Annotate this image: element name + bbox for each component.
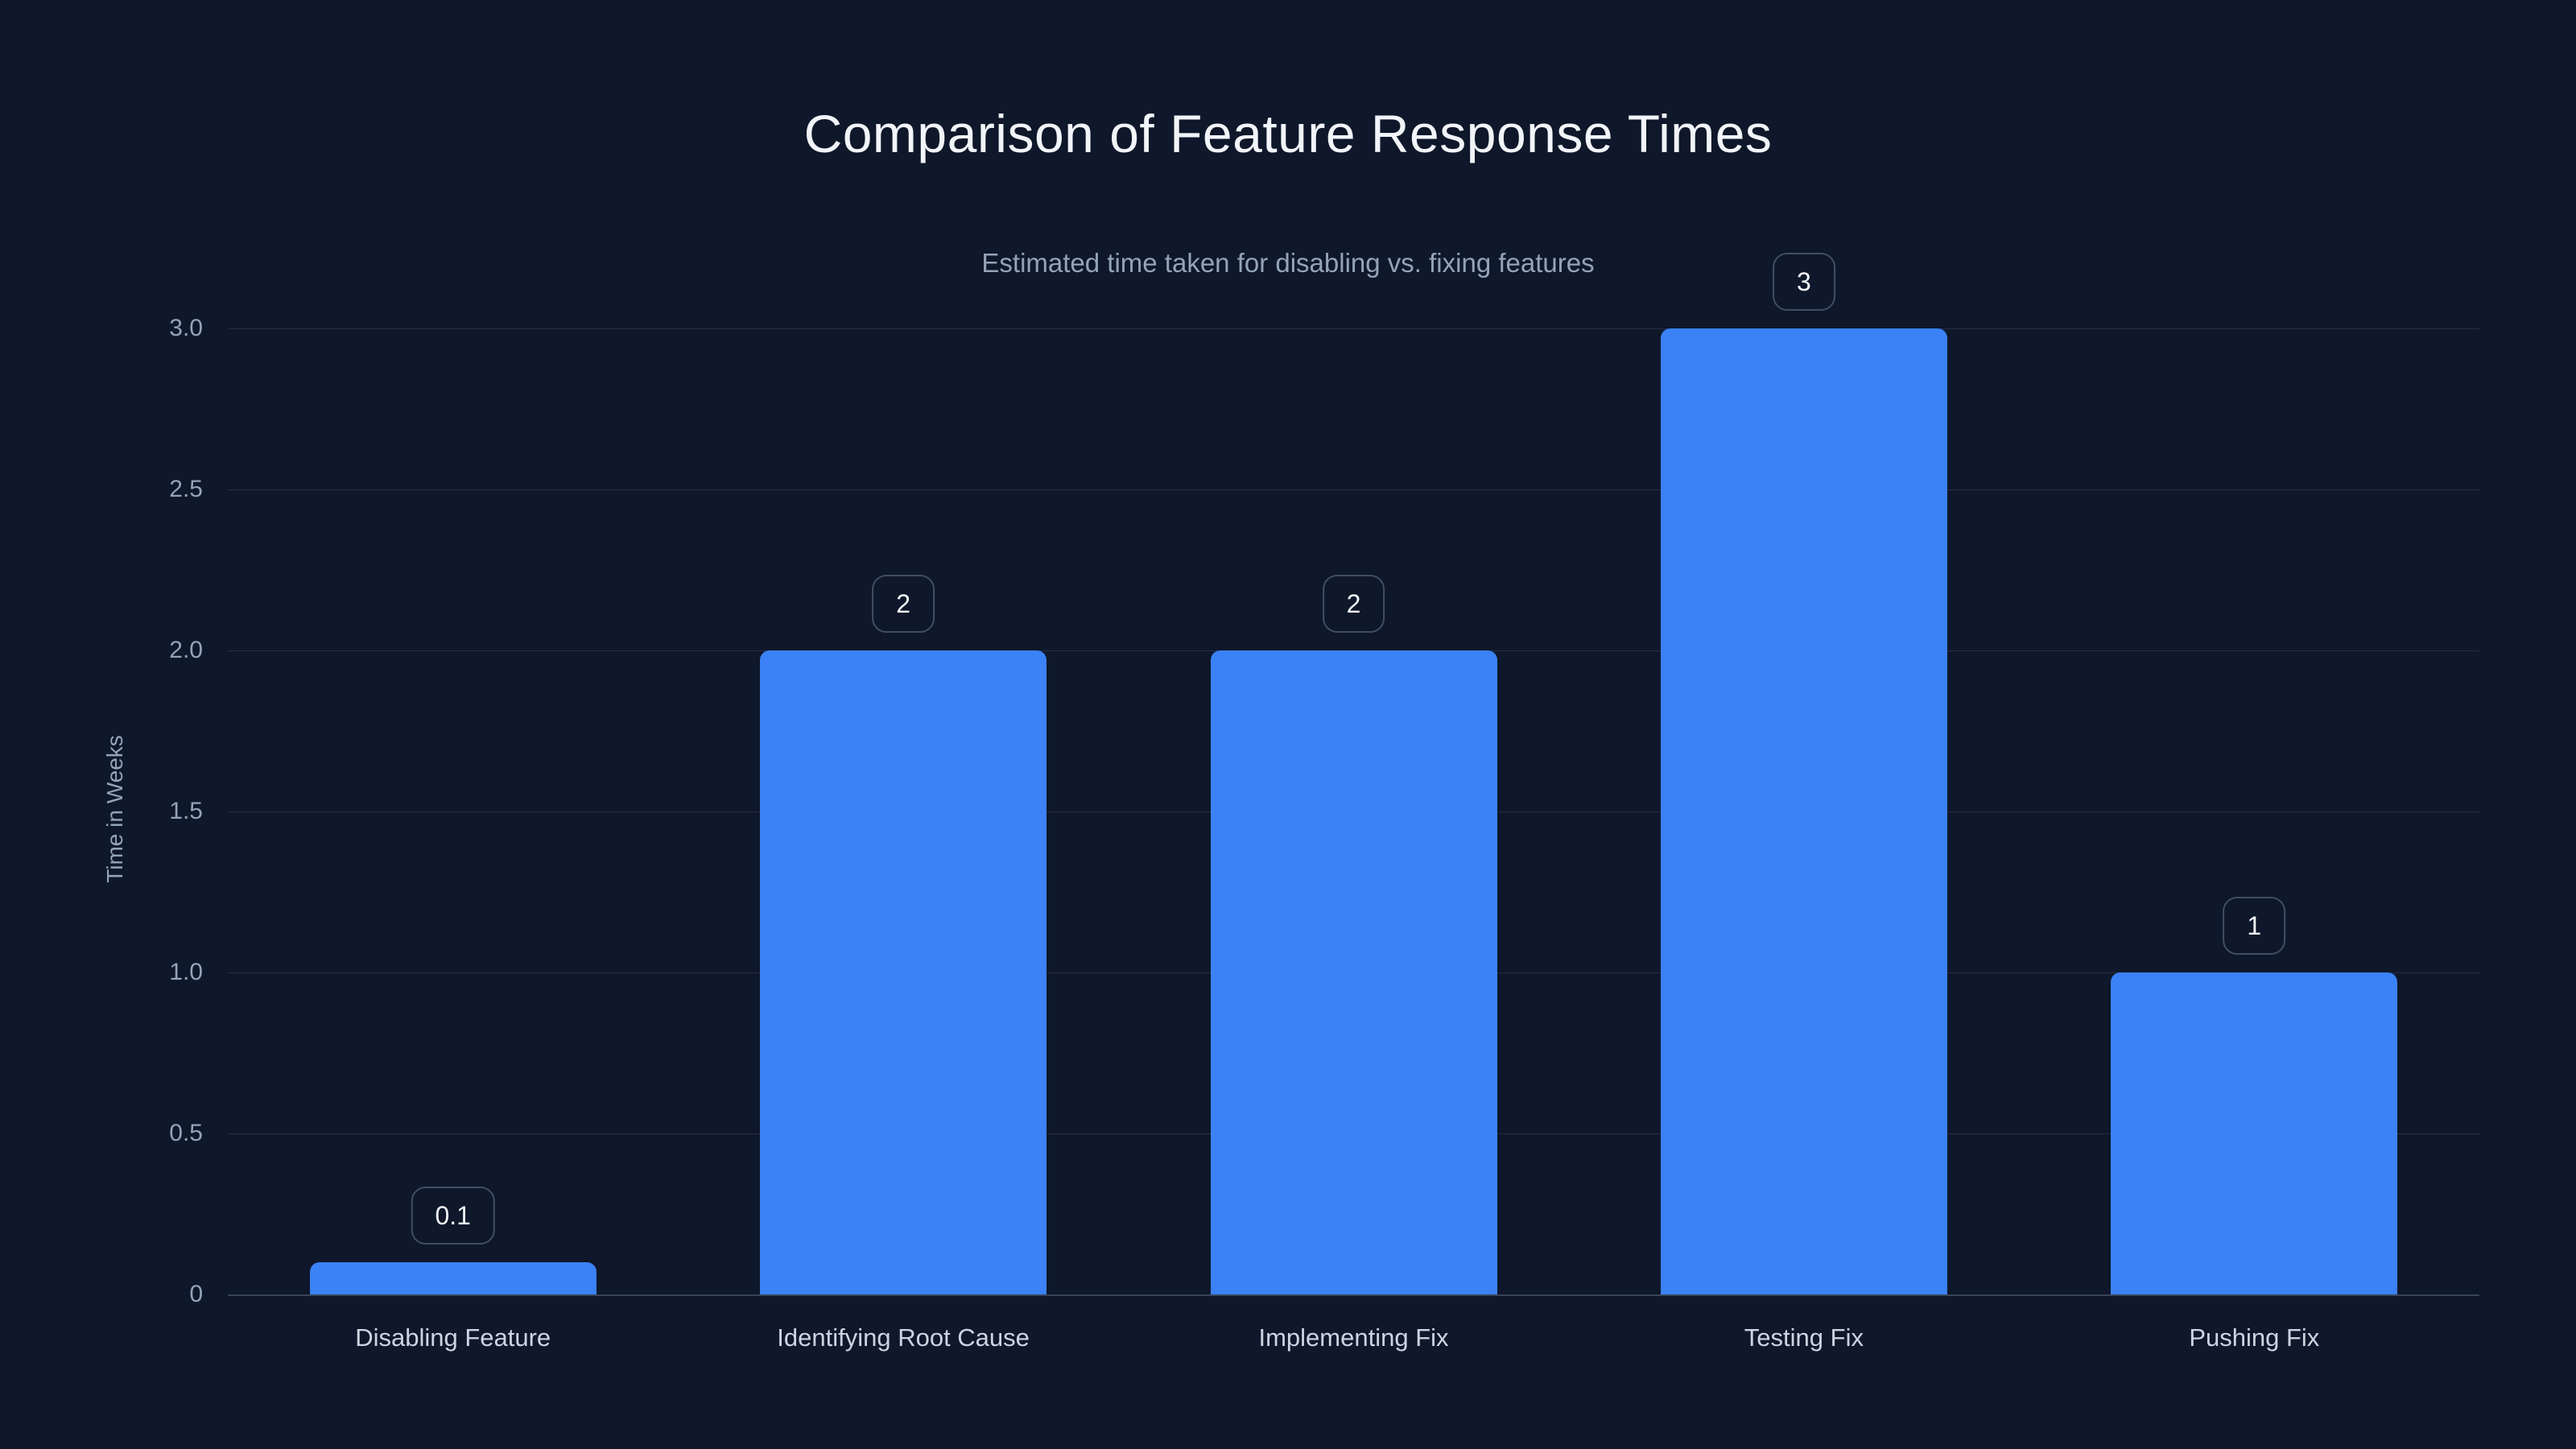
category-label: Pushing Fix xyxy=(2189,1323,2320,1352)
category-label: Disabling Feature xyxy=(355,1323,551,1352)
category-label: Identifying Root Cause xyxy=(777,1323,1030,1352)
bar xyxy=(2111,972,2398,1294)
value-badge: 3 xyxy=(1772,253,1835,311)
gridline xyxy=(228,328,2479,329)
bar xyxy=(760,650,1047,1294)
bar xyxy=(309,1262,597,1294)
bar xyxy=(1660,328,1947,1294)
category-label: Implementing Fix xyxy=(1258,1323,1449,1352)
y-tick-label: 3.0 xyxy=(169,315,203,341)
y-tick-label: 2.0 xyxy=(169,637,203,663)
y-tick-label: 0 xyxy=(189,1281,203,1307)
value-badge: 1 xyxy=(2223,897,2286,955)
x-axis-line xyxy=(228,1294,2479,1296)
gridline xyxy=(228,489,2479,490)
chart-subtitle: Estimated time taken for disabling vs. f… xyxy=(981,248,1595,278)
bar xyxy=(1210,650,1497,1294)
y-tick-label: 2.5 xyxy=(169,476,203,502)
y-tick-label: 1.5 xyxy=(169,798,203,824)
chart-title: Comparison of Feature Response Times xyxy=(803,104,1773,163)
value-badge: 2 xyxy=(1322,575,1385,633)
plot-area: 0.1 Disabling Feature 2 Identifying Root… xyxy=(228,253,2479,1352)
y-tick-label: 0.5 xyxy=(169,1120,203,1146)
value-badge: 2 xyxy=(872,575,935,633)
y-tick-label: 1.0 xyxy=(169,959,203,985)
category-label: Testing Fix xyxy=(1744,1323,1864,1352)
value-badge: 0.1 xyxy=(411,1187,495,1245)
